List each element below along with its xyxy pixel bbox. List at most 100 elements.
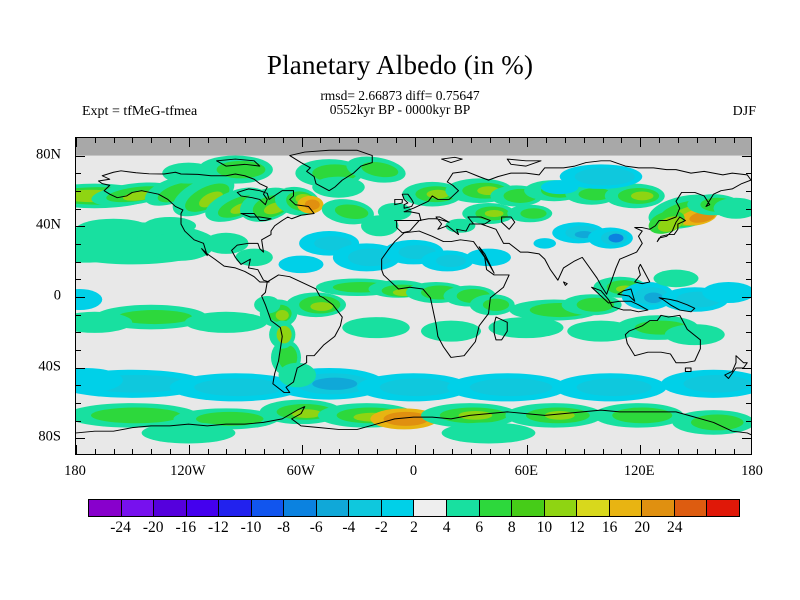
x-tick-mark	[583, 449, 585, 454]
coastline-path-24	[441, 156, 463, 164]
colorbar-cell-14	[544, 500, 578, 516]
x-tick-mark	[264, 449, 266, 454]
y-tick-mark	[746, 279, 751, 281]
colorbar-label-5: -8	[277, 519, 291, 536]
y-tick-mark	[742, 226, 751, 228]
anomaly-blob-139	[312, 377, 358, 390]
anomaly-blob-150	[91, 407, 181, 424]
map-frame	[75, 137, 752, 455]
y-tick-label-2: 0	[53, 287, 61, 304]
x-tick-label-4: 60E	[514, 463, 539, 479]
y-tick-mark	[746, 191, 751, 192]
x-tick-label-1: 120W	[170, 463, 206, 479]
colorbar-cell-11	[447, 500, 480, 516]
x-tick-mark	[188, 138, 190, 147]
statistics-line: rmsd= 2.66873 diff= 0.75647	[320, 88, 480, 103]
x-tick-label-0: 180	[64, 463, 86, 479]
x-tick-label-6: 180	[741, 463, 763, 479]
x-tick-mark	[113, 138, 115, 143]
anomaly-blob-75	[76, 218, 151, 240]
anomaly-blob-130	[421, 320, 481, 342]
y-tick-mark	[76, 350, 81, 351]
colorbar-cell-3	[186, 500, 220, 516]
x-tick-mark	[470, 449, 472, 454]
y-tick-mark	[742, 438, 751, 440]
x-tick-mark	[358, 449, 360, 454]
anomaly-blob-43	[578, 188, 613, 201]
x-tick-mark	[170, 138, 172, 143]
y-tick-label-3: 40S	[38, 358, 61, 375]
anomaly-blob-70	[608, 233, 624, 243]
y-tick-mark	[746, 173, 751, 175]
x-axis-labels: 180 120W 60W 0 60E 120E 180	[64, 463, 763, 485]
x-tick-mark	[715, 449, 717, 454]
y-tick-mark	[76, 367, 85, 369]
colorbar-cells	[88, 499, 740, 517]
x-tick-mark	[151, 138, 153, 143]
y-tick-mark	[746, 244, 751, 245]
x-tick-mark	[564, 449, 566, 454]
x-tick-mark	[527, 138, 529, 147]
colorbar-cell-5	[251, 500, 285, 516]
y-tick-mark	[76, 438, 85, 440]
colorbar-cell-9	[381, 500, 415, 516]
colorbar-cell-1	[121, 500, 155, 516]
colorbar[interactable]	[88, 499, 740, 517]
colorbar-cell-0	[89, 500, 122, 516]
y-tick-label-1: 40N	[36, 216, 61, 233]
anomaly-blob-170	[691, 414, 744, 431]
anomaly-blob-116	[644, 292, 663, 304]
x-tick-mark	[76, 138, 77, 147]
y-tick-mark	[76, 208, 81, 210]
coastline-path-15	[724, 355, 748, 379]
coastline-path-4	[493, 316, 508, 341]
anomaly-blob-76	[143, 217, 196, 235]
experiment-label: Expt = tfMeG-tfmea	[82, 104, 198, 119]
coastline-path-20	[562, 281, 568, 286]
anomaly-blob-87	[466, 248, 511, 267]
x-tick-mark	[696, 138, 698, 143]
x-tick-mark	[414, 445, 416, 454]
colorbar-label-14: 12	[569, 519, 585, 536]
y-tick-mark	[746, 314, 751, 316]
anomaly-blob-21	[304, 199, 320, 210]
x-tick-mark	[640, 138, 642, 147]
colorbar-cell-13	[512, 500, 545, 516]
anomaly-blob-77	[203, 232, 249, 254]
colorbar-cell-8	[349, 500, 382, 516]
anomaly-blob-168	[612, 407, 673, 424]
anomaly-blob-123	[117, 310, 193, 325]
x-tick-mark	[677, 138, 679, 143]
anomaly-blob-172	[441, 422, 536, 444]
anomaly-blob-80	[314, 236, 352, 251]
y-tick-mark	[746, 208, 751, 210]
y-tick-mark	[76, 297, 85, 298]
y-tick-mark	[76, 155, 85, 157]
x-tick-mark	[132, 449, 134, 454]
x-tick-mark	[433, 449, 435, 454]
colorbar-label-3: -12	[208, 519, 229, 536]
y-tick-mark	[76, 173, 81, 175]
colorbar-cell-16	[609, 500, 643, 516]
x-tick-mark	[207, 449, 209, 454]
coastline-path-19	[240, 213, 272, 221]
coastline-path-13	[624, 314, 701, 364]
y-tick-label-0: 80N	[36, 146, 61, 163]
anomaly-blob-124	[184, 311, 268, 333]
x-tick-mark	[282, 138, 284, 143]
anomaly-blob-46	[631, 191, 654, 201]
y-tick-mark	[746, 403, 751, 404]
x-tick-mark	[188, 445, 190, 454]
anomaly-blob-155	[291, 409, 322, 419]
x-tick-mark	[470, 138, 472, 143]
x-tick-mark	[264, 138, 266, 143]
anomaly-blob-88	[278, 255, 324, 274]
x-tick-mark	[94, 138, 96, 143]
x-tick-mark	[245, 138, 247, 143]
anomaly-blob-171	[141, 422, 236, 444]
anomaly-blob-31	[361, 215, 399, 237]
anomaly-blob-129	[488, 317, 564, 339]
colorbar-label-2: -16	[175, 519, 197, 536]
x-tick-mark	[452, 449, 454, 454]
y-tick-label-4: 80S	[38, 428, 61, 445]
